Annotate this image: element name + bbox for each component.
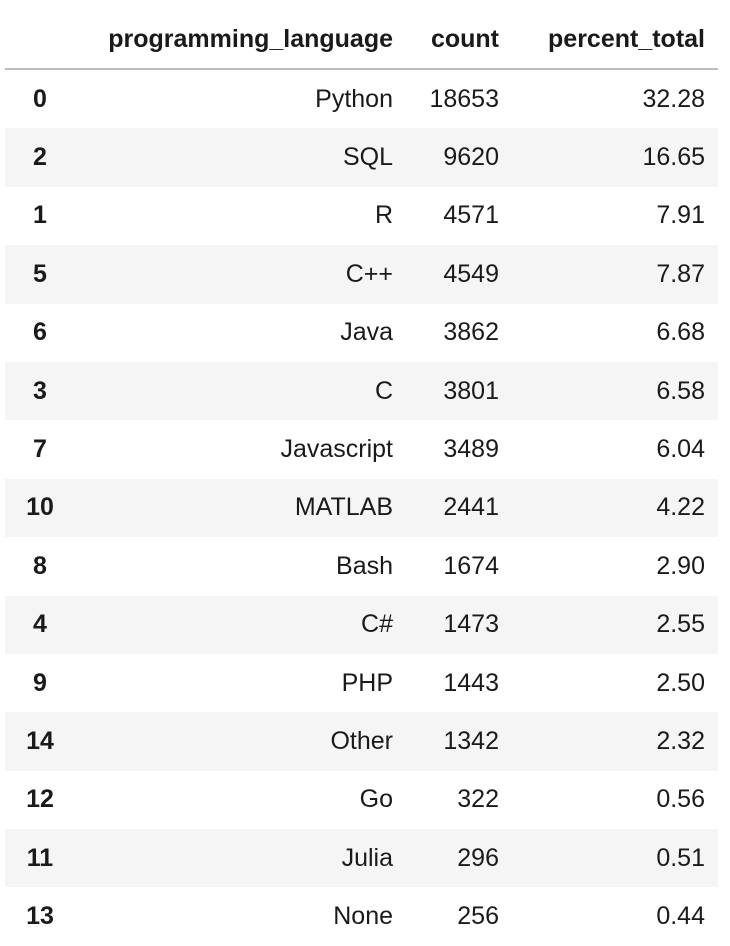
row-index: 13 [26,902,54,931]
cell-percent-total: 0.51 [656,843,705,872]
count-column-header: count [406,10,512,70]
cell-programming-language: C [374,376,393,405]
cell-programming-language: None [333,902,393,931]
table-row: 0 Python 18653 32.28 [5,69,718,128]
table-row: 7 Javascript 3489 6.04 [5,420,718,478]
cell-percent-total: 2.32 [656,726,705,755]
cell-programming-language: Bash [336,551,393,580]
cell-programming-language: Julia [341,843,393,872]
cell-percent-total: 4.22 [656,493,705,522]
cell-programming-language: MATLAB [294,493,393,522]
cell-percent-total: 6.58 [656,376,705,405]
table-row: 1 R 4571 7.91 [5,187,718,245]
row-index: 14 [26,726,54,755]
cell-programming-language: Javascript [280,435,393,464]
cell-percent-total: 2.50 [656,668,705,697]
cell-programming-language: SQL [342,143,393,172]
row-index: 8 [33,551,47,580]
table-header: programming_language count percent_total [5,10,718,70]
cell-count: 256 [457,902,499,931]
row-index: 9 [33,668,47,697]
row-index: 5 [33,259,47,288]
cell-percent-total: 6.68 [656,318,705,347]
cell-programming-language: C# [361,610,393,639]
cell-percent-total: 7.87 [656,259,705,288]
row-index: 1 [33,201,47,230]
cell-percent-total: 6.04 [656,435,705,464]
table-row: 11 Julia 296 0.51 [5,829,718,888]
cell-programming-language: Python [315,84,393,113]
cell-count: 1473 [443,610,499,639]
cell-count: 322 [457,785,499,814]
cell-count: 3489 [443,435,499,464]
table-row: 8 Bash 1674 2.90 [5,537,718,595]
dataframe-table: programming_language count percent_total… [5,10,718,946]
cell-count: 18653 [429,84,499,113]
table-row: 2 SQL 9620 16.65 [5,128,718,187]
table-row: 9 PHP 1443 2.50 [5,654,718,712]
table-row: 12 Go 322 0.56 [5,771,718,829]
table-row: 6 Java 3862 6.68 [5,304,718,362]
cell-count: 1443 [443,668,499,697]
percent-total-column-header: percent_total [512,10,718,70]
cell-count: 3801 [443,376,499,405]
cell-percent-total: 7.91 [656,201,705,230]
programming-language-column-header: programming_language [75,10,406,70]
table-row: 4 C# 1473 2.55 [5,595,718,654]
table-row: 14 Other 1342 2.32 [5,712,718,771]
cell-programming-language: Java [340,318,393,347]
cell-count: 9620 [443,143,499,172]
cell-programming-language: R [374,201,393,230]
row-index: 7 [33,435,47,464]
cell-count: 1342 [443,726,499,755]
row-index: 3 [33,376,47,405]
index-column-header [5,10,75,70]
table-row: 10 MATLAB 2441 4.22 [5,478,718,538]
row-index: 0 [33,84,47,113]
cell-programming-language: Go [359,785,393,814]
cell-count: 3862 [443,318,499,347]
row-index: 2 [33,143,47,172]
cell-count: 4549 [443,259,499,288]
cell-percent-total: 0.44 [656,902,705,931]
cell-percent-total: 16.65 [642,143,705,172]
cell-count: 2441 [443,493,499,522]
row-index: 12 [26,785,54,814]
table-row: 3 C 3801 6.58 [5,361,718,421]
cell-programming-language: Other [330,726,393,755]
cell-programming-language: C++ [345,259,393,288]
header-row: programming_language count percent_total [5,10,718,70]
cell-percent-total: 0.56 [656,785,705,814]
cell-count: 1674 [443,551,499,580]
table-row: 13 None 256 0.44 [5,887,718,945]
cell-count: 4571 [443,201,499,230]
cell-count: 296 [457,843,499,872]
cell-percent-total: 2.90 [656,551,705,580]
row-index: 4 [33,610,47,639]
row-index: 11 [26,843,54,872]
cell-programming-language: PHP [341,668,393,697]
table-body: 0 Python 18653 32.28 2 SQL 9620 16.65 1 R 4571 7.91… [5,69,718,946]
cell-percent-total: 32.28 [642,84,705,113]
row-index: 10 [26,493,54,522]
cell-percent-total: 2.55 [656,610,705,639]
row-index: 6 [33,318,47,347]
table-row: 5 C++ 4549 7.87 [5,245,718,304]
